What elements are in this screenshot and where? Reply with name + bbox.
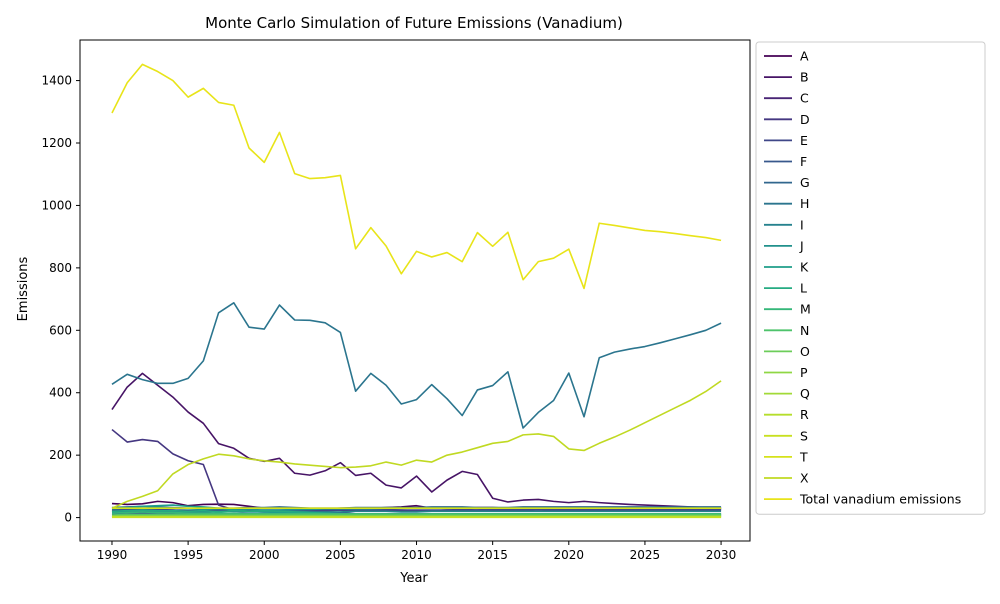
y-tick-label: 200 <box>49 448 72 462</box>
plot-area <box>111 63 722 519</box>
legend-label: N <box>800 323 809 338</box>
legend-label: S <box>800 428 808 443</box>
legend-label: A <box>800 49 809 64</box>
x-tick-label: 2005 <box>325 548 356 562</box>
legend-label: J <box>799 238 804 253</box>
series-line-x <box>111 380 722 509</box>
legend-label: B <box>800 70 809 85</box>
legend-label: X <box>800 471 809 486</box>
x-axis-label: Year <box>399 571 428 586</box>
legend-label: Q <box>800 386 810 401</box>
y-tick-label: 1000 <box>41 198 72 212</box>
x-tick-label: 2000 <box>249 548 280 562</box>
legend-label: D <box>800 112 810 127</box>
y-tick-label: 800 <box>49 261 72 275</box>
y-tick-label: 600 <box>49 323 72 337</box>
x-tick-label: 2030 <box>706 548 737 562</box>
legend-label: G <box>800 175 810 190</box>
axes-frame <box>79 39 751 542</box>
series-line-total-vanadium-emissions <box>111 63 722 290</box>
series-line-h <box>111 302 722 429</box>
legend-label: Total vanadium emissions <box>799 492 961 507</box>
x-tick-label: 2015 <box>477 548 508 562</box>
y-tick-label: 1400 <box>41 74 72 88</box>
x-tick-label: 1995 <box>173 548 204 562</box>
legend-label: K <box>800 260 809 275</box>
legend-label: C <box>800 91 809 106</box>
legend-label: P <box>800 365 808 380</box>
x-tick-label: 2010 <box>401 548 432 562</box>
y-tick-label: 400 <box>49 386 72 400</box>
legend-label: L <box>800 281 807 296</box>
legend-label: O <box>800 344 810 359</box>
x-tick-label: 2025 <box>630 548 661 562</box>
legend-label: F <box>800 154 807 169</box>
series-line-n <box>111 513 722 516</box>
legend-label: T <box>799 449 808 464</box>
y-tick-label: 1200 <box>41 136 72 150</box>
chart-title: Monte Carlo Simulation of Future Emissio… <box>205 14 623 32</box>
y-axis-label: Emissions <box>16 256 31 321</box>
series-line-e <box>111 508 722 512</box>
legend-label: E <box>800 133 808 148</box>
legend-box <box>755 41 986 515</box>
x-tick-label: 1990 <box>97 548 128 562</box>
legend-label: I <box>800 217 804 232</box>
legend-label: R <box>800 407 809 422</box>
series-line-b <box>111 372 722 510</box>
axes: 1990 1995 2000 2005 2010 2015 2020 2025 2030 0 200… <box>41 39 751 562</box>
x-tick-label: 2020 <box>554 548 585 562</box>
legend-label: H <box>800 196 809 211</box>
y-tick-label: 0 <box>64 511 72 525</box>
legend-label: M <box>800 302 811 317</box>
